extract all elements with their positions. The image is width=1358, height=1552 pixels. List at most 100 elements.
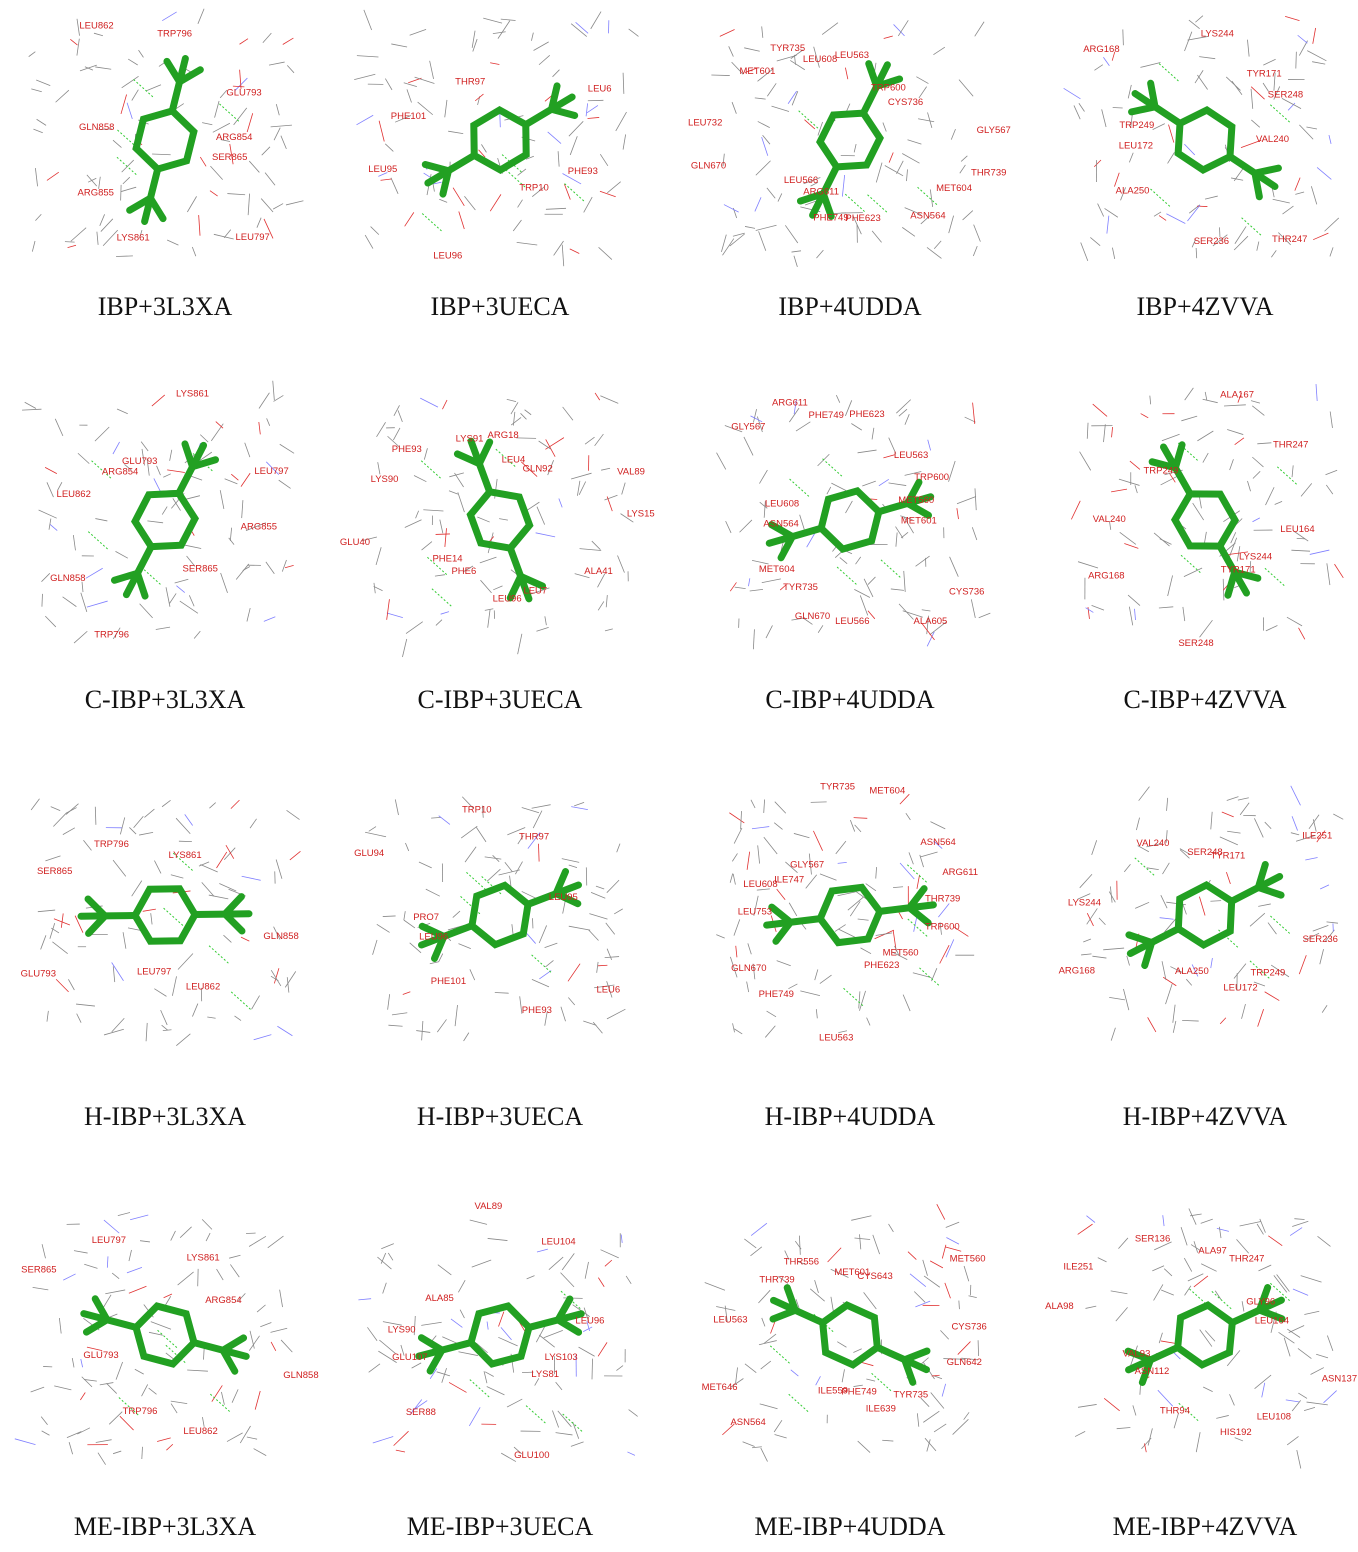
- residue-bond: [598, 601, 604, 610]
- residue-bond: [1078, 562, 1098, 568]
- residue-bond: [135, 1369, 144, 1374]
- residue-bond: [539, 55, 550, 64]
- residue-bond: [1251, 89, 1253, 109]
- residue-bond: [1301, 1276, 1322, 1282]
- residue-bond: [743, 1442, 755, 1447]
- residue-label: TRP10: [462, 804, 492, 815]
- residue-bond: [47, 482, 54, 497]
- residue-bond: [845, 501, 852, 513]
- residue-bond: [899, 409, 907, 416]
- residue-label: ARG168: [1088, 570, 1124, 581]
- ligand-bond: [1232, 887, 1259, 901]
- residue-bond: [407, 89, 412, 102]
- residue-bond: [147, 521, 163, 523]
- residue-bond: [729, 813, 744, 823]
- residue-bond: [1150, 396, 1151, 405]
- residue-label: VAL89: [474, 1201, 502, 1212]
- ligand-ring: [471, 1306, 529, 1364]
- residue-bond: [369, 827, 376, 832]
- h-bond: [1151, 189, 1171, 207]
- h-bond: [158, 1330, 178, 1348]
- h-bond: [526, 1406, 546, 1424]
- h-bond: [907, 865, 927, 883]
- residue-bond: [518, 169, 526, 175]
- residue-bond: [113, 966, 114, 982]
- residue-bond: [430, 61, 434, 79]
- residue-bond: [837, 1342, 846, 1348]
- residue-bond: [127, 1267, 142, 1272]
- residue-label: LEU95: [368, 164, 397, 175]
- residue-bond: [924, 1276, 940, 1287]
- residue-bond: [1252, 457, 1263, 467]
- residue-bond: [47, 1011, 48, 1022]
- residue-bond: [438, 1265, 452, 1275]
- residue-bond: [607, 1009, 625, 1019]
- h-bond: [799, 111, 819, 129]
- residue-bond: [732, 102, 736, 114]
- residue-bond: [607, 880, 619, 893]
- residue-bond: [1253, 471, 1260, 478]
- residue-label: LEU797: [92, 1235, 126, 1246]
- residue-bond: [558, 151, 559, 166]
- residue-bond: [80, 1393, 85, 1400]
- residue-bond: [1327, 922, 1338, 923]
- residue-bond: [902, 154, 919, 164]
- residue-label: LEU563: [894, 450, 928, 461]
- h-bond: [532, 955, 552, 973]
- docking-panel: ARG854TRP796LEU797GLN858GLU793LYS861LEU8…: [15, 1213, 319, 1541]
- residue-bond: [1286, 1400, 1299, 1402]
- docking-panel: LYS103GLU107LEU104GLU100ALA85LEU96SER88V…: [358, 1201, 637, 1541]
- residue-label: LEU608: [743, 879, 777, 890]
- residue-label: SER236: [1194, 236, 1229, 247]
- residue-bond: [607, 949, 612, 960]
- residue-label: LEU566: [835, 616, 869, 627]
- residue-bond: [499, 1312, 504, 1327]
- residue-bond: [140, 1241, 150, 1242]
- residue-bond: [176, 818, 190, 834]
- residue-bond: [583, 1327, 592, 1332]
- h-bond: [117, 157, 137, 175]
- residue-bond: [1111, 489, 1127, 492]
- residue-bond: [241, 937, 249, 941]
- residue-bond: [946, 1222, 959, 1227]
- h-bond: [1159, 64, 1179, 82]
- residue-bond: [113, 860, 126, 876]
- residue-bond: [1104, 1398, 1119, 1410]
- residue-bond: [1083, 939, 1091, 942]
- residue-bond: [200, 435, 208, 443]
- residue-bond: [52, 942, 67, 954]
- residue-bond: [424, 448, 427, 459]
- residue-label: TRP249: [1143, 465, 1178, 476]
- residue-bond: [1203, 453, 1208, 463]
- residue-bond: [536, 627, 548, 631]
- residue-bond: [1162, 961, 1166, 980]
- residue-bond: [55, 419, 63, 436]
- residue-bond: [41, 573, 49, 581]
- residue-label: LEU608: [765, 498, 799, 509]
- residue-bond: [1093, 404, 1107, 416]
- residue-bond: [505, 862, 512, 871]
- residue-label: LYS103: [545, 1352, 578, 1363]
- residue-label: SER865: [37, 866, 72, 877]
- residue-bond: [458, 1280, 465, 1292]
- residue-bond: [818, 625, 823, 632]
- docking-panel: LEU172TYR171SER236ARG168VAL240ALA250LYS2…: [1064, 16, 1339, 321]
- h-bond: [88, 532, 108, 550]
- residue-bond: [230, 528, 231, 541]
- residue-bond: [1227, 429, 1243, 434]
- residue-bond: [1080, 452, 1091, 471]
- residue-label: MET604: [869, 785, 905, 796]
- residue-bond: [842, 175, 844, 197]
- residue-bond: [1197, 431, 1213, 441]
- residue-bond: [761, 1448, 768, 1462]
- residue-bond: [247, 1437, 257, 1439]
- residue-bond: [449, 491, 458, 494]
- residue-bond: [1231, 178, 1243, 180]
- residue-bond: [767, 1011, 776, 1017]
- residue-bond: [287, 977, 289, 992]
- residue-label: LEU797: [137, 966, 171, 977]
- residue-bond: [1118, 1238, 1127, 1249]
- residue-bond: [391, 178, 398, 194]
- residue-label: GLY567: [790, 859, 824, 870]
- ligand-ring: [472, 885, 528, 944]
